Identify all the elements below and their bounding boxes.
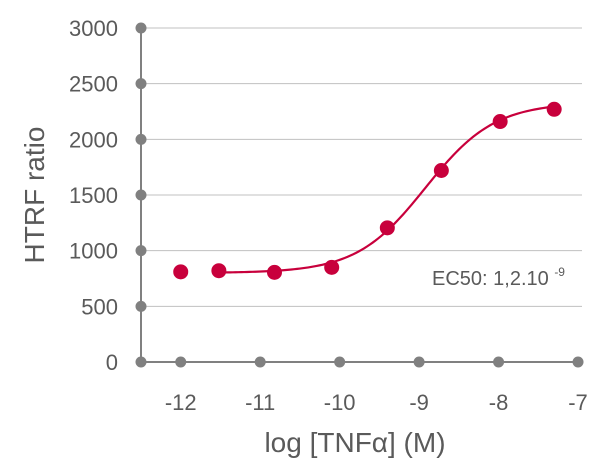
data-point (173, 264, 189, 280)
data-point (492, 114, 508, 130)
x-tick-label: -11 (245, 390, 275, 415)
y-tick-label: 3000 (69, 16, 118, 41)
x-tick-marker (334, 356, 346, 368)
y-tick-label: 0 (106, 350, 118, 375)
y-axis-title: HTRF ratio (19, 127, 50, 264)
fit-curve-group (218, 105, 555, 274)
y-tick-label: 2000 (69, 127, 118, 152)
data-points (173, 101, 562, 280)
data-point (433, 163, 449, 179)
data-point (546, 101, 562, 117)
data-point (211, 263, 227, 279)
x-tick-label: -12 (165, 390, 197, 415)
x-tick-marker (175, 356, 187, 368)
x-axis-title: log [TNFα] (M) (264, 427, 445, 458)
fit-curve (218, 105, 555, 274)
ec50-annotation-superscript: -9 (554, 265, 565, 279)
y-tick-label: 500 (81, 294, 118, 319)
x-tick-label: -7 (568, 390, 588, 415)
grid-lines (141, 27, 582, 307)
x-tick-marker (493, 356, 505, 368)
y-tick-label: 1000 (69, 239, 118, 264)
ec50-annotation: EC50: 1,2.10 -9 (432, 265, 565, 290)
ec50-annotation-text: EC50: 1,2.10 (432, 268, 549, 290)
y-tick-label: 2500 (69, 72, 118, 97)
x-tick-label: -9 (409, 390, 429, 415)
x-tick-label: -10 (324, 390, 356, 415)
axes (135, 22, 584, 368)
x-tick-marker (572, 356, 584, 368)
x-tick-label: -8 (489, 390, 509, 415)
x-tick-marker (413, 356, 425, 368)
y-tick-label: 1500 (69, 183, 118, 208)
data-point (379, 220, 395, 236)
tick-labels: 0 500 1000 1500 2000 2500 3000 -12 -11 -10 -9 -8 -7 (69, 16, 588, 415)
data-point (324, 259, 340, 275)
x-tick-marker (254, 356, 266, 368)
data-point (266, 264, 282, 280)
